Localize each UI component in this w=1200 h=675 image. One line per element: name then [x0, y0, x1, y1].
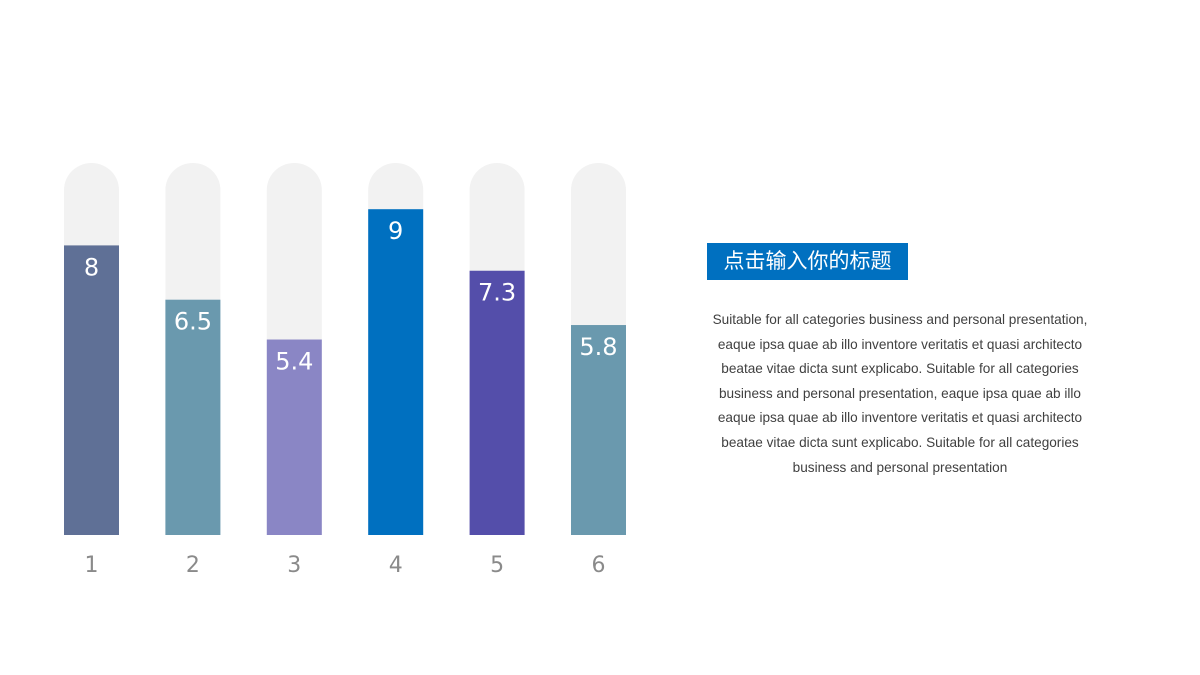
panel-body-text: Suitable for all categories business and…	[712, 312, 1088, 475]
data-label: 9	[388, 217, 403, 245]
bar	[368, 209, 424, 535]
data-label: 6.5	[174, 308, 212, 336]
x-tick-label: 1	[85, 553, 99, 578]
x-tick-label: 3	[287, 553, 301, 578]
x-tick-label: 4	[389, 553, 403, 578]
bar	[469, 270, 525, 535]
data-label: 5.4	[275, 348, 313, 376]
data-label: 5.8	[579, 333, 617, 361]
x-tick-label: 2	[186, 553, 200, 578]
panel-title: 点击输入你的标题	[707, 243, 908, 280]
x-tick-label: 6	[592, 553, 606, 578]
bar	[64, 245, 119, 535]
bar-chart: 8 1 6.5 2 5.4 3 9 4 7.3 5 5.8 6	[64, 163, 626, 578]
bar	[571, 325, 626, 535]
x-tick-label: 5	[490, 553, 504, 578]
data-label: 8	[84, 253, 99, 281]
bar	[266, 339, 322, 535]
data-label: 7.3	[478, 279, 516, 307]
bar	[165, 299, 221, 535]
